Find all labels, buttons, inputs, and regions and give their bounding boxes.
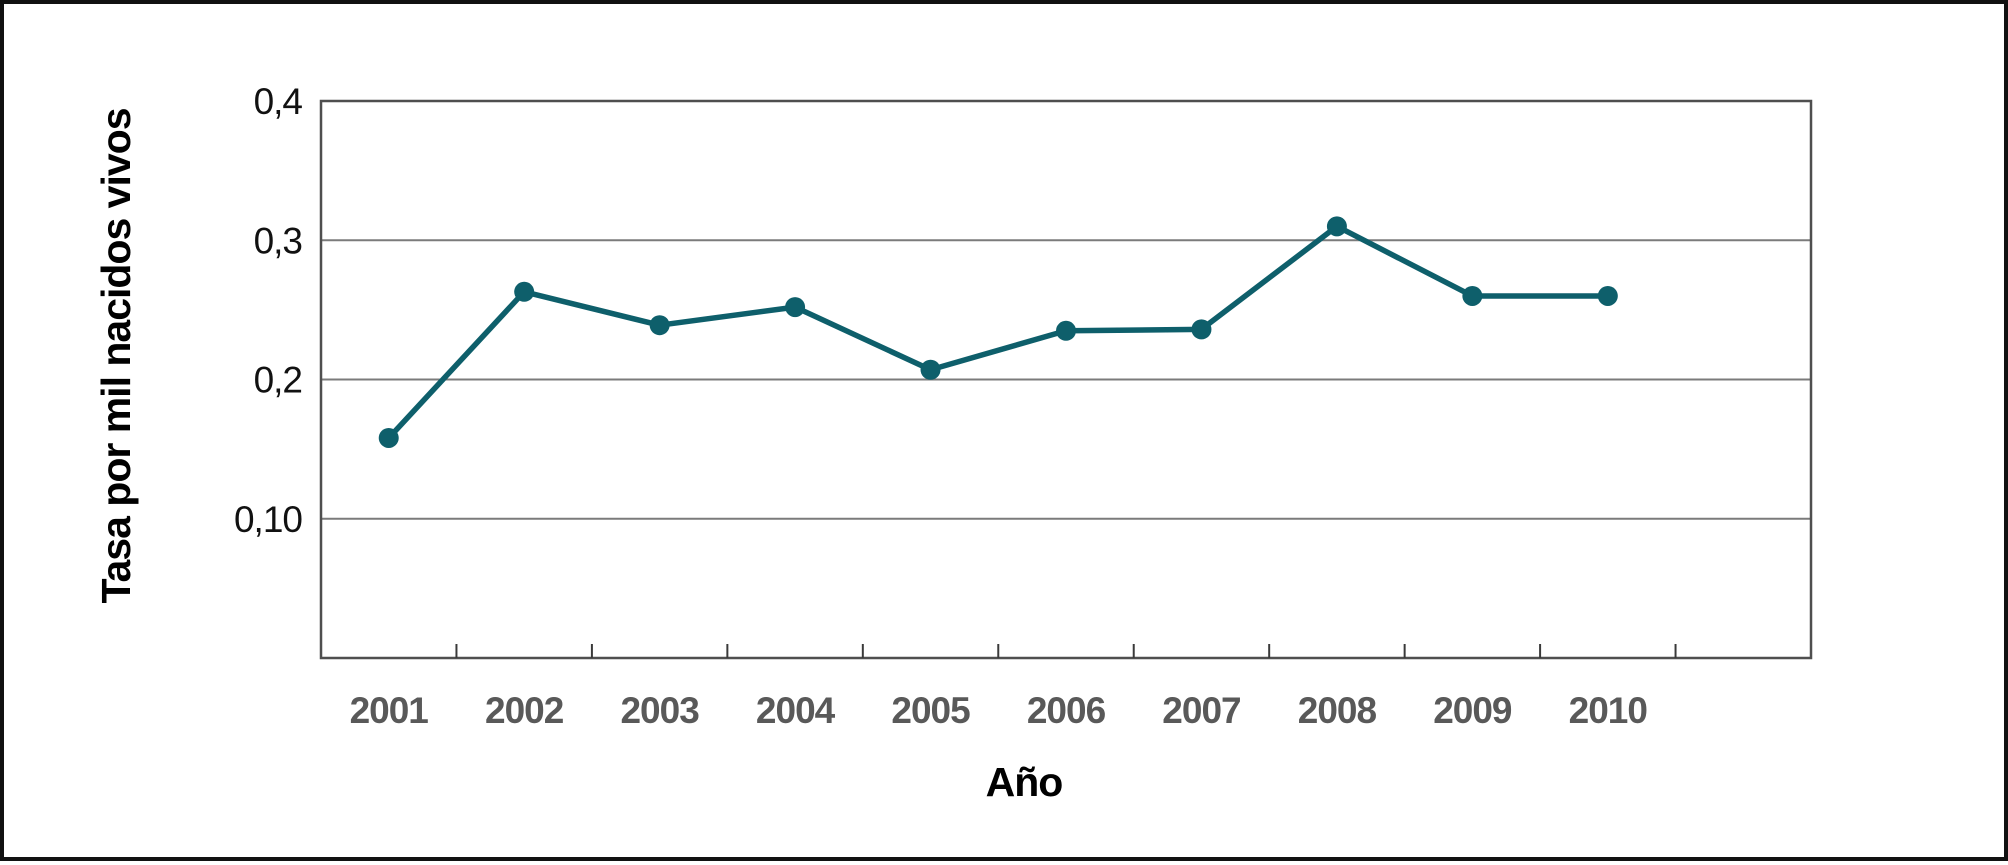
y-tick-label: 0,2 [254,360,302,401]
x-tick-label: 2003 [620,690,699,731]
x-tick-label: 2002 [485,690,564,731]
data-point-2002 [514,281,535,302]
gridlines [321,100,1811,520]
plot-area [319,99,1813,660]
x-tick-label: 2010 [1569,690,1648,731]
data-point-2005 [920,359,941,380]
x-tick-label: 2008 [1298,690,1377,731]
y-tick-label: 0,4 [254,81,303,122]
x-tick-label: 2005 [891,690,970,731]
data-point-2007 [1191,319,1212,340]
line-chart: 0,40,30,20,10 2001 2002 2003 2004 2005 2006 20… [93,81,1813,805]
data-point-2009 [1462,285,1483,306]
x-tick-label: 2006 [1027,690,1106,731]
y-tick-label: 0,10 [234,499,302,540]
x-tick-label: 2009 [1433,690,1512,731]
data-point-2010 [1597,285,1618,306]
data-point-2003 [649,315,670,336]
x-axis-title: Año [986,759,1063,805]
data-series-line [385,223,1611,441]
data-point-2004 [785,297,806,318]
data-point-2001 [378,427,399,448]
data-series [378,216,1618,448]
x-tick-label: 2004 [756,690,836,731]
x-tick-label: 2001 [350,690,429,731]
x-axis-tick-labels: 2001 2002 2003 2004 2005 2006 2007 2008 2009 2010 [350,690,1649,731]
y-tick-label: 0,3 [254,220,302,261]
y-axis-title: Tasa por mil nacidos vivos [93,108,139,603]
y-axis-tick-labels: 0,4 0,3 0,2 0,10 [234,81,303,540]
data-point-2006 [1056,320,1076,341]
x-tick-label: 2007 [1162,690,1240,731]
data-point-2008 [1326,216,1347,237]
x-axis-ticks [455,644,1677,658]
